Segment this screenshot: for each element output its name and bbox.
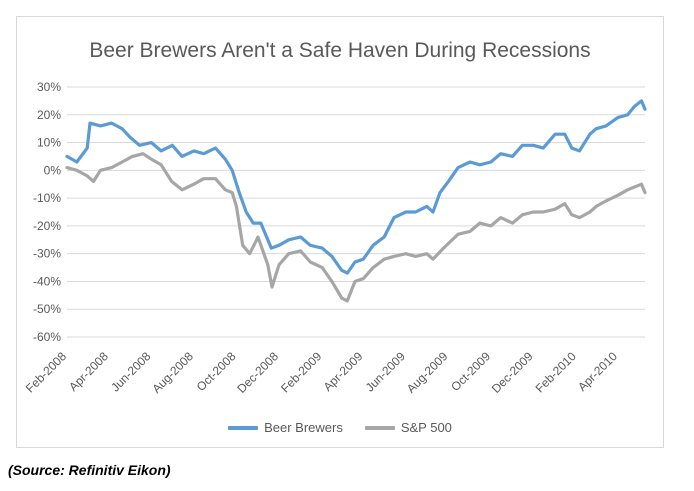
source-note: (Source: Refinitiv Eikon) bbox=[8, 462, 171, 478]
series-line-beer-brewers bbox=[65, 99, 647, 275]
series-line-sp500 bbox=[65, 152, 647, 303]
x-tick-label: Apr-2010 bbox=[575, 349, 620, 394]
x-tick-label: Feb-2009 bbox=[278, 349, 324, 395]
y-tick-label: -40% bbox=[33, 274, 61, 288]
x-tick-label: Oct-2008 bbox=[194, 349, 239, 394]
legend: Beer Brewers S&P 500 bbox=[17, 420, 663, 435]
x-tick-label: Dec-2008 bbox=[234, 349, 281, 396]
y-tick-label: 10% bbox=[37, 136, 61, 150]
legend-swatch-sp500 bbox=[364, 425, 395, 430]
x-tick-label: Apr-2008 bbox=[66, 349, 111, 394]
y-tick-label: -30% bbox=[33, 247, 61, 261]
x-tick-label: Jun-2009 bbox=[363, 349, 409, 395]
y-tick-label: 0% bbox=[44, 163, 62, 177]
legend-item-beer-brewers: Beer Brewers bbox=[228, 420, 343, 435]
x-tick-label: Jun-2008 bbox=[108, 349, 154, 395]
x-tick-label: Apr-2009 bbox=[321, 349, 366, 394]
x-tick-label: Aug-2008 bbox=[149, 349, 196, 396]
y-tick-label: -20% bbox=[33, 219, 61, 233]
legend-swatch-beer-brewers bbox=[228, 425, 259, 430]
x-tick-label: Aug-2009 bbox=[404, 349, 451, 396]
line-chart: 30% 20% 10% 0% -10% -20% -30% -40% -50% -60% Feb-2… bbox=[23, 80, 647, 396]
chart-frame: Beer Brewers Aren't a Safe Haven During … bbox=[16, 16, 664, 448]
x-tick-label: Feb-2008 bbox=[23, 349, 69, 395]
x-tick-label: Feb-2010 bbox=[533, 349, 579, 395]
x-tick-label: Oct-2009 bbox=[448, 349, 493, 394]
x-tick-label: Dec-2009 bbox=[489, 349, 536, 396]
y-tick-label: 20% bbox=[37, 108, 61, 122]
y-tick-label: -10% bbox=[33, 191, 61, 205]
y-tick-label: -60% bbox=[33, 330, 61, 344]
legend-item-sp500: S&P 500 bbox=[364, 420, 452, 435]
chart-title: Beer Brewers Aren't a Safe Haven During … bbox=[89, 39, 591, 62]
legend-label-beer-brewers: Beer Brewers bbox=[264, 420, 343, 435]
legend-label-sp500: S&P 500 bbox=[400, 420, 452, 435]
y-tick-label: 30% bbox=[37, 80, 61, 94]
y-tick-label: -50% bbox=[33, 302, 61, 316]
